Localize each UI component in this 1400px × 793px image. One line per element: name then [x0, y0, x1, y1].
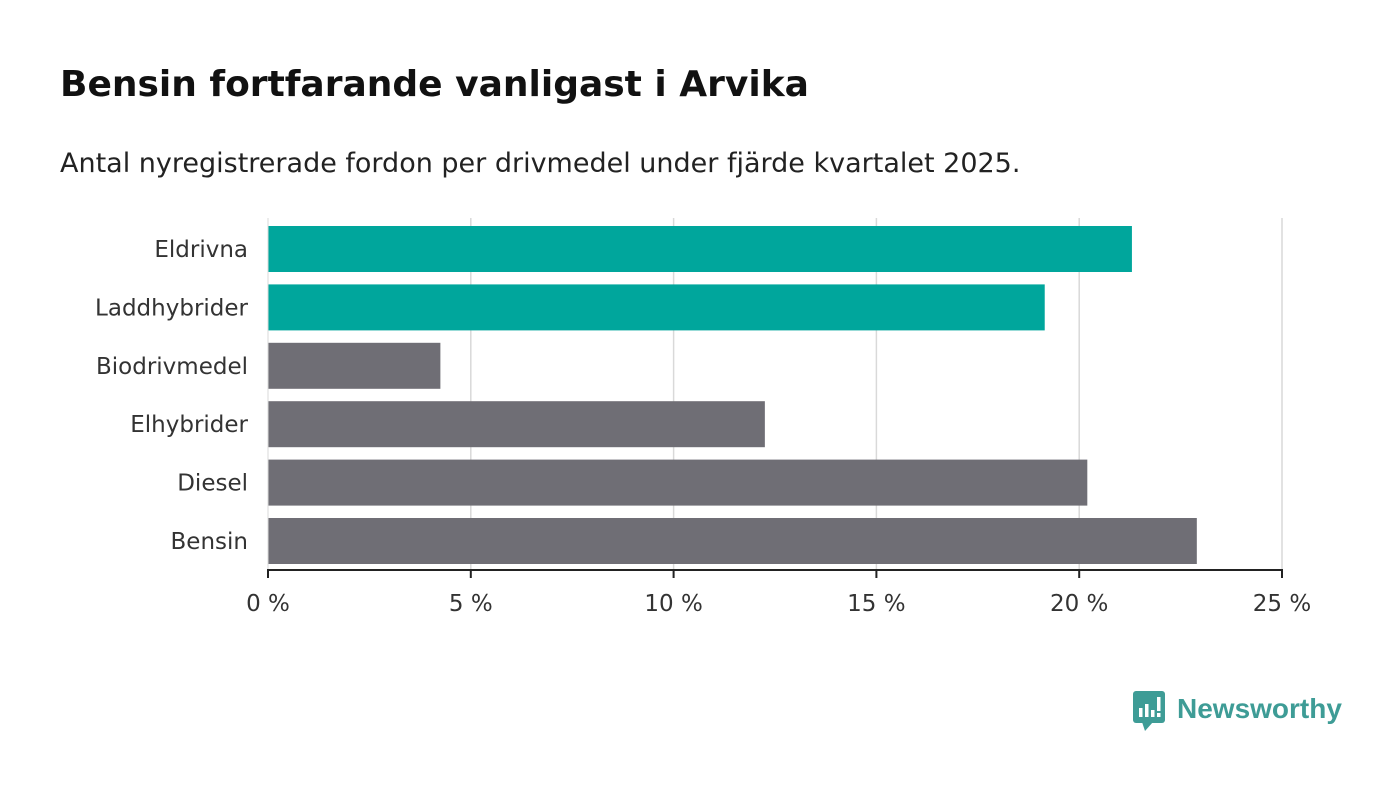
newsworthy-logo: Newsworthy: [1133, 691, 1342, 733]
x-tick-label: 25 %: [1253, 591, 1311, 617]
x-tick-label: 15 %: [847, 591, 905, 617]
x-tick-label: 5 %: [449, 591, 493, 617]
category-label: Biodrivmedel: [96, 354, 248, 380]
x-tick-label: 10 %: [644, 591, 702, 617]
bar-diesel: [268, 459, 1088, 506]
brand-name: Newsworthy: [1177, 693, 1342, 724]
category-label: Laddhybrider: [95, 295, 248, 321]
gridlines: [470, 218, 1283, 570]
category-label: Diesel: [177, 471, 248, 497]
category-labels: Eldrivna Laddhybrider Biodrivmedel Elhybrid…: [95, 237, 248, 555]
chart-subtitle: Antal nyregistrerade fordon per drivmede…: [60, 148, 1021, 179]
bar-biodrivmedel: [268, 342, 441, 389]
category-label: Bensin: [171, 529, 248, 555]
bar-eldrivna: [268, 226, 1132, 272]
x-tick-label: 20 %: [1050, 591, 1108, 617]
x-tick-label: 0 %: [246, 591, 290, 617]
bars: [268, 226, 1197, 564]
bar-laddhybrider: [268, 284, 1045, 331]
x-axis: 0 % 5 % 10 % 15 % 20 % 25 %: [246, 218, 1311, 617]
bar-bensin: [268, 518, 1197, 564]
newsworthy-logo-icon: [1133, 691, 1165, 731]
chart-title: Bensin fortfarande vanligast i Arvika: [60, 64, 809, 105]
category-label: Eldrivna: [154, 237, 248, 263]
bar-elhybrider: [268, 401, 765, 448]
category-label: Elhybrider: [130, 412, 248, 438]
